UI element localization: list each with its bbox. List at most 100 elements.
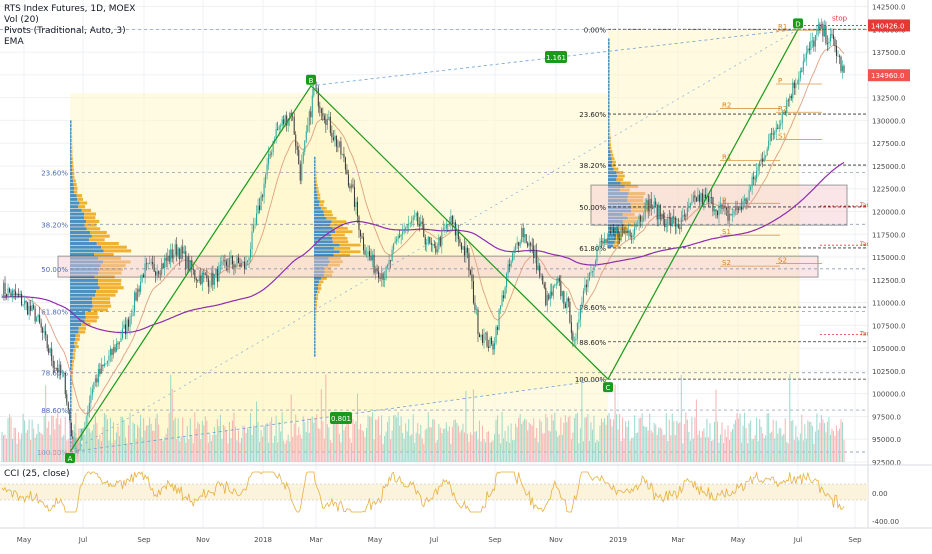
price-tick: 125000.0	[872, 163, 905, 171]
volume-bar	[762, 433, 764, 462]
vp-bar-up	[314, 173, 316, 177]
volume-bar	[364, 437, 366, 462]
volume-bar	[194, 412, 196, 462]
vp-bar-up	[70, 352, 73, 356]
ratio-box-bd	[545, 51, 567, 63]
candle	[432, 244, 434, 246]
volume-bar	[182, 417, 184, 462]
volume-bar	[260, 430, 262, 462]
volume-bar	[183, 437, 185, 462]
candle	[361, 236, 363, 238]
volume-bar	[177, 418, 179, 462]
candle	[617, 228, 619, 239]
candle	[387, 264, 389, 267]
candle	[501, 295, 503, 306]
candle	[579, 306, 581, 320]
volume-bar	[233, 412, 235, 462]
legend-cci[interactable]: CCI (25, close)	[4, 469, 70, 479]
volume-bar	[805, 438, 807, 462]
vp-bar-down	[315, 163, 317, 167]
volume-bar	[703, 428, 705, 462]
candle	[188, 256, 190, 271]
vp-bar-up	[608, 104, 610, 108]
candle	[736, 206, 738, 209]
candle	[804, 58, 806, 62]
vp-bar-up	[608, 153, 611, 157]
candle	[124, 324, 127, 335]
volume-bar	[730, 431, 732, 462]
vp-bar-up	[70, 363, 72, 367]
vp-bar-up	[608, 59, 610, 63]
volume-bar	[561, 434, 563, 462]
vp-bar-down	[609, 83, 611, 87]
vp-bar-down	[315, 320, 317, 324]
time-tick: Mar	[309, 536, 322, 544]
volume-bar	[269, 421, 271, 462]
candle	[63, 372, 65, 374]
volume-bar	[635, 433, 637, 462]
candle	[233, 264, 235, 268]
candle	[810, 40, 812, 51]
vp-bar-up	[70, 146, 72, 150]
candle	[719, 204, 722, 208]
volume-bar	[829, 434, 831, 462]
candle	[364, 250, 366, 255]
candle	[722, 206, 725, 209]
vp-bar-down	[99, 267, 123, 271]
volume-bar	[408, 419, 410, 462]
candle	[305, 131, 307, 141]
vp-left	[70, 120, 132, 452]
vp-bar-down	[79, 201, 88, 205]
vp-bar-down	[71, 374, 73, 378]
candle	[567, 298, 569, 302]
legend-pivots[interactable]: Pivots (Traditional, Auto, 3)	[4, 26, 126, 36]
volume-bar	[573, 418, 575, 462]
candle	[118, 341, 121, 345]
vp-bar-up	[70, 142, 72, 146]
vp-bar-down	[329, 223, 344, 227]
legend-vol[interactable]: Vol (20)	[4, 15, 39, 25]
candle	[307, 125, 309, 132]
candle	[182, 246, 184, 254]
vp-bar-down	[316, 297, 319, 300]
volume-bar	[134, 423, 136, 462]
candle	[222, 260, 224, 262]
candle	[405, 227, 407, 231]
candle	[399, 236, 401, 237]
candle	[132, 312, 134, 316]
volume-bar	[338, 433, 340, 462]
candle	[471, 274, 473, 282]
volume-bar	[810, 421, 812, 462]
volume-bar	[123, 419, 125, 462]
legend-title[interactable]: RTS Index Futures, 1D, MOEX	[4, 4, 136, 14]
volume-bar	[620, 441, 622, 462]
vp-bar-up	[608, 66, 610, 70]
legend-ema[interactable]: EMA	[4, 37, 24, 47]
volume-bar	[325, 374, 327, 462]
candle	[426, 242, 428, 245]
candle	[703, 194, 705, 206]
candle	[149, 262, 151, 264]
vp-bar-up	[70, 444, 72, 448]
candle	[237, 257, 240, 264]
vp-bar-down	[615, 237, 622, 241]
volume-bar	[52, 415, 54, 462]
candle	[721, 204, 723, 209]
volume-bar	[93, 424, 95, 462]
volume-bar	[587, 414, 589, 462]
candle	[685, 215, 687, 217]
vp-bar-down	[71, 153, 73, 157]
volume-bar	[444, 428, 446, 462]
volume-bar	[313, 422, 315, 462]
vp-bar-up	[70, 245, 102, 249]
candle	[158, 271, 160, 274]
candle	[266, 164, 268, 176]
price-tick: 137500.0	[872, 49, 905, 57]
volume-bar	[2, 435, 5, 462]
vp-bar-up	[70, 175, 73, 179]
volume-bar	[664, 434, 666, 462]
candle	[822, 23, 824, 37]
volume-bar	[150, 423, 152, 462]
